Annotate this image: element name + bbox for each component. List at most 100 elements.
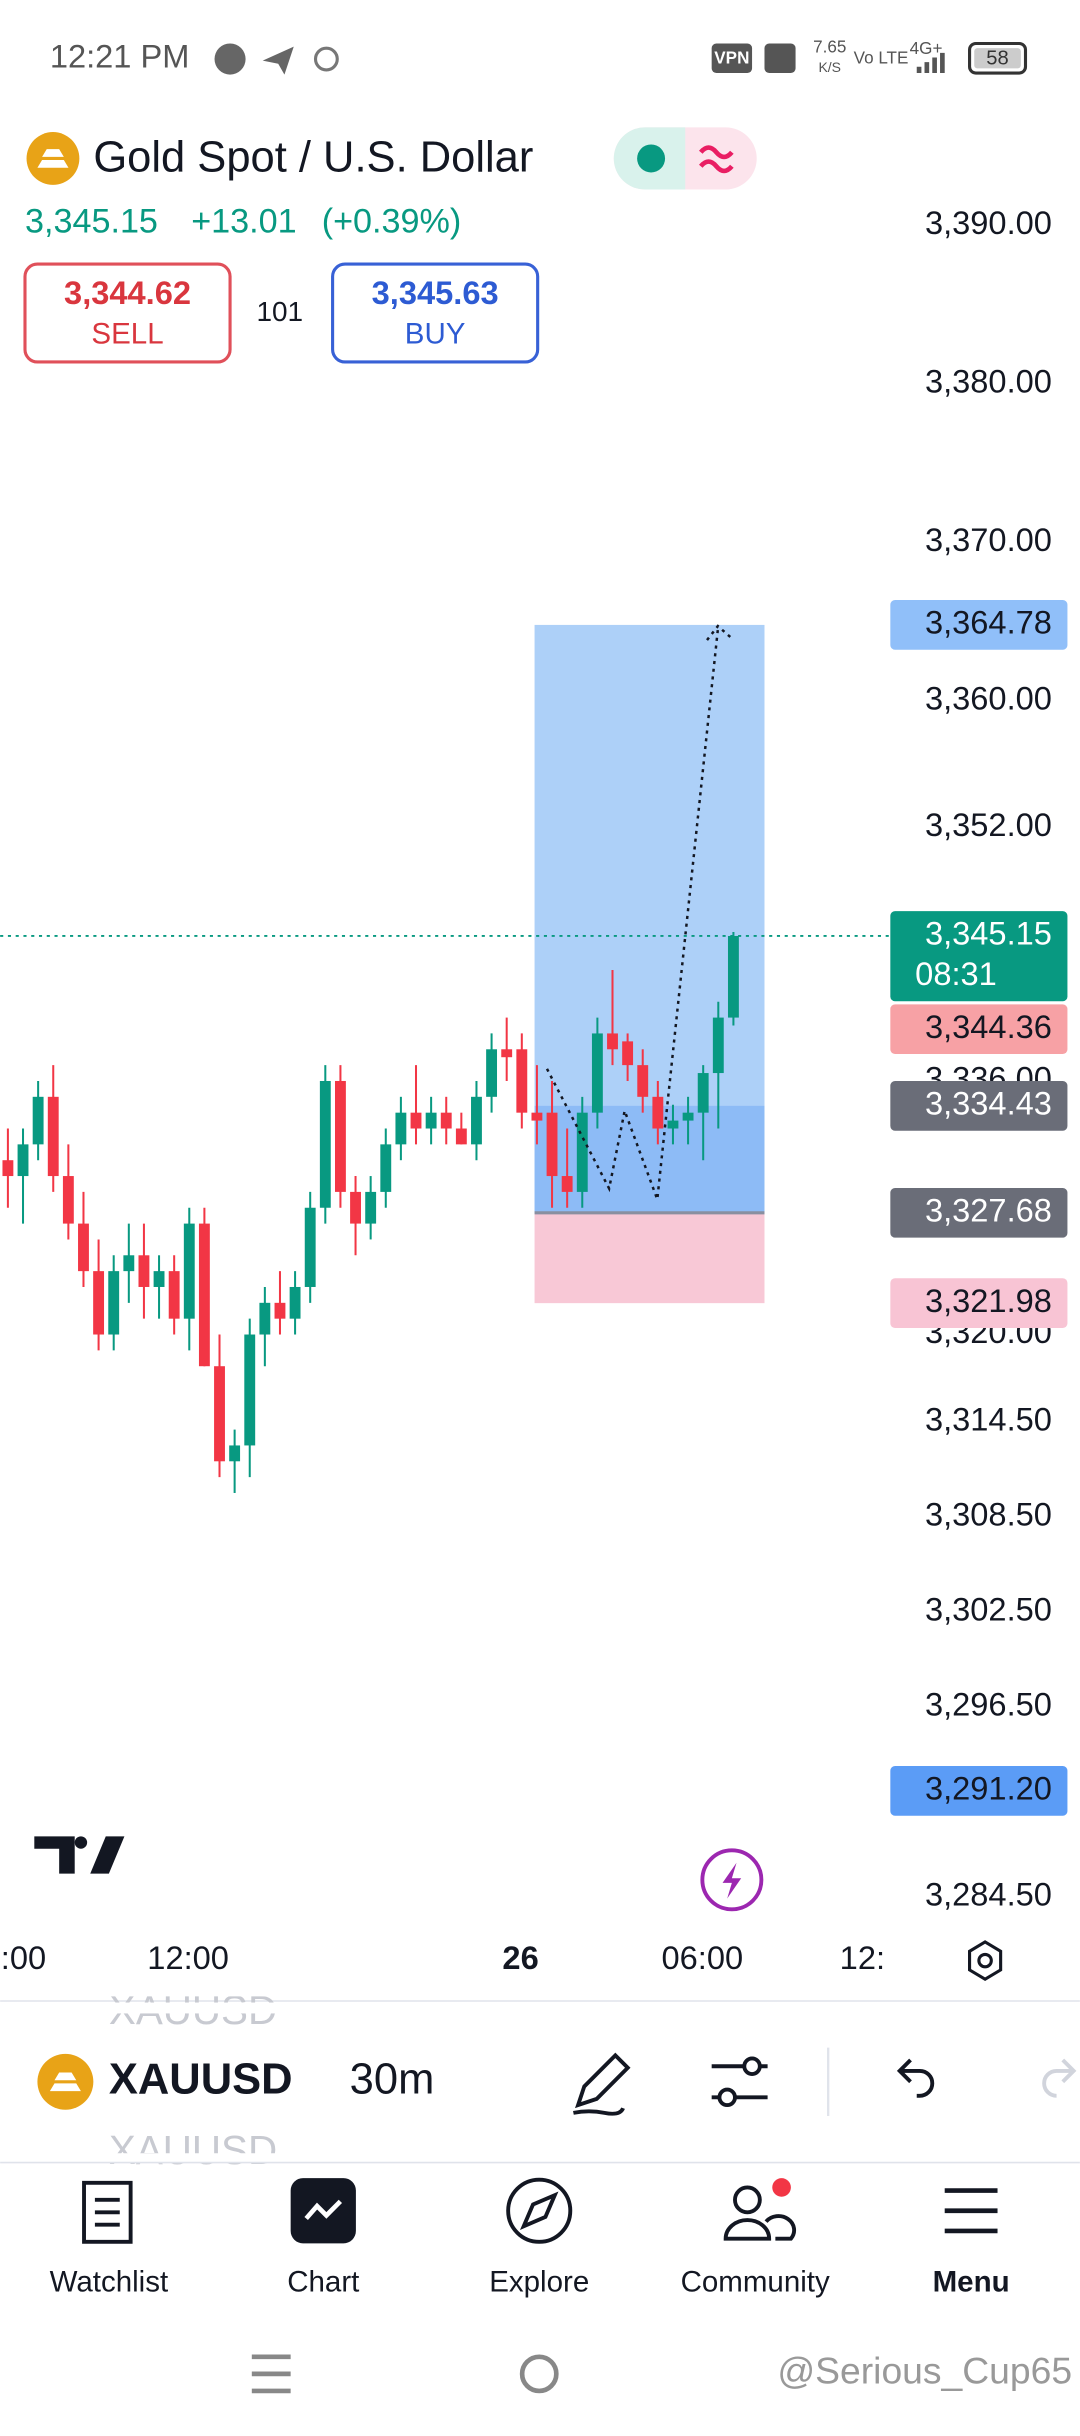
price-badge-label: 3,327.68 [925,1191,1052,1228]
candle-body [229,1445,241,1462]
watchlist-icon [82,2180,133,2244]
toolbar-symbol[interactable]: XAUUSD [109,2055,293,2103]
candle-body [501,1049,513,1058]
settings-icon [313,46,339,72]
battery-icon [968,41,1028,75]
mask [0,2153,1080,2163]
draw-tool[interactable] [573,2052,631,2116]
time-tick-label: 12:00 [147,1939,229,1976]
candle-body [546,1112,558,1177]
buy-price: 3,345.63 [372,274,499,311]
candle-body [108,1271,120,1335]
symbol-title[interactable]: Gold Spot / U.S. Dollar [93,134,533,182]
home-button[interactable] [519,2354,559,2394]
interval[interactable]: 30m [350,2055,435,2103]
candle-body [93,1271,105,1335]
chart-area[interactable]: 3,390.00 3,380.00 3,370.00 3,360.00 3,352.00… [0,204,1068,1976]
time-tick-label: 06:00 [662,1939,744,1976]
slider-knob [742,2056,762,2076]
nfc-icon [764,43,796,74]
candle-body [289,1286,301,1319]
explore-icon [506,2177,573,2244]
price-tick-label: 3,352.00 [925,806,1052,843]
compass-needle [519,2191,559,2230]
price-badge-label: 3,334.43 [925,1084,1052,1121]
chart-icon-line [304,2199,343,2221]
gold-bars [37,149,69,168]
market-open-dot [637,144,666,173]
price-tick-label: 3,302.50 [925,1590,1052,1627]
community-icon [733,2185,762,2215]
nav-item[interactable]: Watchlist [50,2266,169,2299]
volte: Vo LTE [854,49,909,68]
change-percent: (+0.39%) [322,203,462,241]
time-tick-label: :00 [1,1939,46,1976]
candle-body [637,1065,649,1097]
symbol-ghost-next: XAUUSD [109,2127,277,2173]
undo[interactable] [896,2058,935,2098]
nav-item[interactable]: Community [681,2266,830,2299]
candle-body [576,1112,588,1192]
price-tick-label: 3,360.00 [925,679,1052,716]
price-tick-label: 3,390.00 [925,204,1052,241]
buy-label: BUY [405,317,466,350]
delayed-icon [699,145,734,174]
candle-body [561,1176,573,1192]
candle-body [183,1223,195,1319]
price-badge [890,600,1068,650]
candle-body [712,1017,724,1074]
status-time: 12:21 PM [50,38,190,75]
candle-body [380,1144,392,1192]
sell-button[interactable] [23,262,232,364]
recent-apps[interactable] [251,2354,291,2394]
candle-body [591,1033,603,1113]
candle-body [214,1366,225,1462]
send-icon [262,46,294,75]
change: +13.01 [191,203,296,241]
axis-settings-dot [977,1952,993,1969]
price-badge [890,1080,1068,1131]
time-tick-label: 26 [502,1939,538,1976]
watermark: @Serious_Cup65 [777,2350,1072,2392]
candle-body [727,935,739,1018]
candle-body [350,1191,361,1224]
open-pnl-zone [534,1105,765,1213]
sell-price: 3,344.62 [64,274,191,311]
speed: 7.65 [813,38,846,57]
price-tick-label: 3,284.50 [925,1876,1052,1913]
price-badge [890,1004,1068,1055]
price-tick-label: 3,296.50 [925,1686,1052,1723]
candle-body [138,1255,150,1287]
nav-item[interactable]: Chart [287,2266,359,2299]
candle-body [244,1334,256,1446]
projection-arrow [545,624,732,1200]
vpn-icon [711,43,753,74]
price-badge-label: 3,344.36 [925,1008,1052,1045]
price-badge [890,1187,1068,1238]
candle-body [682,1112,694,1121]
candle-body [471,1096,482,1145]
nav-item[interactable]: Explore [489,2266,589,2299]
price-badge-label: 3,364.78 [925,604,1052,641]
candle-body [62,1176,74,1224]
slider-knob [717,2087,737,2108]
candle-body [2,1160,14,1177]
candle-body [425,1112,437,1129]
battery-fill [974,48,1021,69]
redo[interactable] [1042,2058,1077,2098]
candle-body [395,1112,407,1145]
candle-body [486,1049,498,1097]
price-badge [890,911,1068,1002]
price-tick-label: 3,370.00 [925,521,1052,558]
nav-item[interactable]: Menu [933,2266,1010,2299]
axis-settings[interactable] [968,1940,1003,1982]
tv-logo [34,1836,81,1874]
price-tick-label: 3,314.50 [925,1400,1052,1437]
community-icon-body [723,2214,797,2241]
speed-unit: K/S [818,59,841,75]
network: 4G+ [910,39,943,58]
candle-body [198,1223,210,1367]
bar-countdown: 08:31 [915,955,997,992]
buy-button[interactable] [331,262,540,364]
